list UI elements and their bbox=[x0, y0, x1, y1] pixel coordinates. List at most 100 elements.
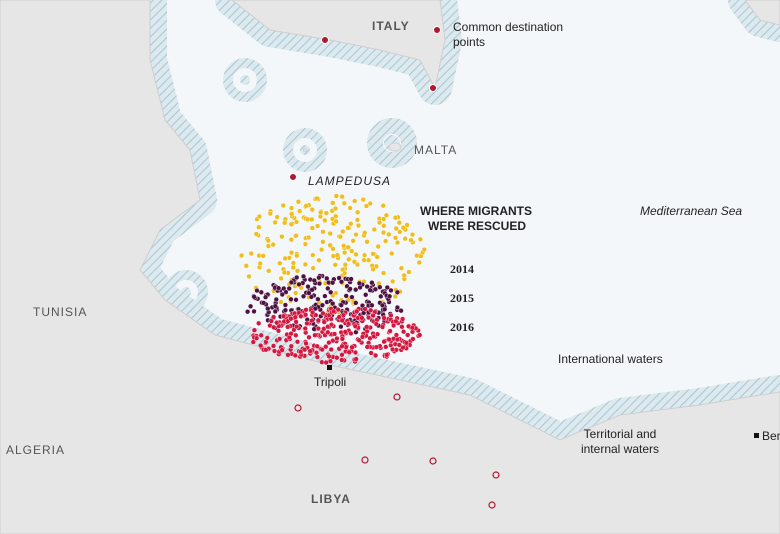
rescue-dot bbox=[352, 198, 358, 204]
rescue-dot bbox=[364, 239, 370, 245]
rescue-dot bbox=[354, 308, 360, 315]
rescue-dot bbox=[279, 347, 285, 353]
water-label: Territorial and internal waters bbox=[581, 427, 659, 456]
rescue-dot bbox=[290, 264, 296, 271]
rescue-dot bbox=[406, 269, 412, 275]
rescue-dot bbox=[397, 229, 403, 235]
rescue-dot bbox=[288, 237, 294, 243]
legend-year: 2016 bbox=[450, 320, 474, 334]
rescue-dot bbox=[382, 306, 388, 312]
rescue-dot bbox=[280, 313, 287, 319]
rescue-dot bbox=[387, 328, 393, 334]
rescue-dot bbox=[363, 203, 370, 209]
rescue-dot bbox=[321, 319, 327, 325]
rescue-dot bbox=[347, 205, 353, 211]
rescue-dot bbox=[303, 312, 309, 318]
rescue-dot bbox=[253, 231, 260, 237]
rescue-dot bbox=[325, 285, 331, 292]
rescue-dot bbox=[403, 340, 410, 346]
rescue-dot bbox=[285, 352, 291, 358]
legend: 2014 2015 2016 bbox=[450, 262, 474, 334]
rescue-dot bbox=[393, 318, 399, 324]
rescue-dot bbox=[338, 324, 344, 330]
rescue-dot bbox=[251, 327, 258, 333]
rescue-dot bbox=[368, 350, 374, 356]
rescue-dot bbox=[286, 334, 292, 341]
rescue-dot bbox=[400, 316, 406, 322]
rescue-dot bbox=[414, 253, 420, 259]
city-marker bbox=[754, 433, 759, 438]
rescue-dot bbox=[257, 260, 263, 267]
rescue-dot bbox=[336, 275, 342, 281]
rescue-dot bbox=[396, 220, 402, 226]
rescue-dot bbox=[319, 247, 325, 253]
rescue-dot bbox=[334, 355, 340, 361]
rescue-dot bbox=[274, 320, 280, 326]
rescue-dot bbox=[381, 315, 387, 321]
rescue-dot bbox=[349, 294, 355, 300]
rescue-dot bbox=[293, 332, 299, 338]
rescue-dot bbox=[322, 217, 328, 224]
rescue-dot bbox=[388, 312, 394, 319]
rescue-dot bbox=[367, 287, 373, 293]
rescue-dot bbox=[379, 324, 386, 330]
rescue-dot bbox=[394, 336, 401, 343]
libya-points bbox=[294, 393, 500, 509]
rescue-dot bbox=[388, 287, 394, 294]
rescue-dot bbox=[369, 280, 375, 286]
rescue-dot bbox=[362, 230, 368, 236]
rescue-dot bbox=[370, 266, 376, 272]
rescue-dot bbox=[331, 308, 337, 314]
rescue-dot bbox=[293, 233, 299, 239]
rescue-dot bbox=[330, 200, 336, 206]
rescue-dot bbox=[393, 225, 399, 232]
rescue-dot bbox=[394, 289, 401, 295]
rescue-dot bbox=[396, 342, 402, 348]
rescue-dot bbox=[288, 221, 294, 227]
rescue-dot bbox=[294, 323, 300, 330]
rescue-dot bbox=[352, 349, 359, 356]
rescue-dot bbox=[378, 293, 384, 300]
rescue-dot bbox=[354, 217, 361, 223]
rescue-dot bbox=[319, 347, 325, 353]
rescue-dot bbox=[390, 346, 396, 353]
rescue-dot bbox=[302, 325, 308, 332]
rescue-dot bbox=[306, 290, 312, 296]
rescue-dot bbox=[256, 320, 262, 326]
rescue-dot bbox=[268, 318, 274, 324]
rescue-dot bbox=[280, 202, 286, 209]
rescue-dot bbox=[364, 284, 370, 290]
rescue-dot bbox=[337, 234, 344, 240]
rescue-dot bbox=[361, 257, 367, 263]
rescue-dot bbox=[288, 316, 294, 322]
rescue-dot bbox=[239, 252, 245, 259]
rescue-dot bbox=[288, 205, 295, 211]
rescue-dot bbox=[296, 281, 302, 288]
rescue-dot bbox=[371, 333, 377, 340]
rescue-dot bbox=[326, 340, 332, 346]
rescue-dot bbox=[390, 278, 396, 285]
rescue-dot bbox=[320, 239, 326, 245]
rescue-dot bbox=[330, 246, 336, 252]
rescue-dot bbox=[340, 312, 347, 318]
rescue-dot bbox=[377, 284, 383, 290]
rescue-dot bbox=[372, 286, 379, 292]
rescue-dot bbox=[373, 352, 379, 359]
rescue-dot bbox=[369, 302, 375, 308]
rescue-dot bbox=[293, 290, 299, 296]
island-label: MALTA bbox=[414, 143, 457, 157]
rescue-dot bbox=[359, 334, 366, 340]
rescue-dot bbox=[402, 236, 408, 242]
sea-label: Mediterranean Sea bbox=[640, 204, 742, 218]
rescue-dot bbox=[298, 349, 304, 355]
rescue-dot bbox=[294, 253, 300, 259]
rescue-dot bbox=[282, 307, 289, 313]
rescue-dot bbox=[311, 326, 317, 332]
rescue-dot bbox=[282, 255, 288, 262]
rescue-dot bbox=[323, 344, 329, 350]
rescue-dot bbox=[356, 337, 362, 343]
rescue-dot bbox=[256, 213, 263, 220]
rescue-dot bbox=[258, 332, 264, 338]
rescue-dot bbox=[346, 349, 352, 355]
